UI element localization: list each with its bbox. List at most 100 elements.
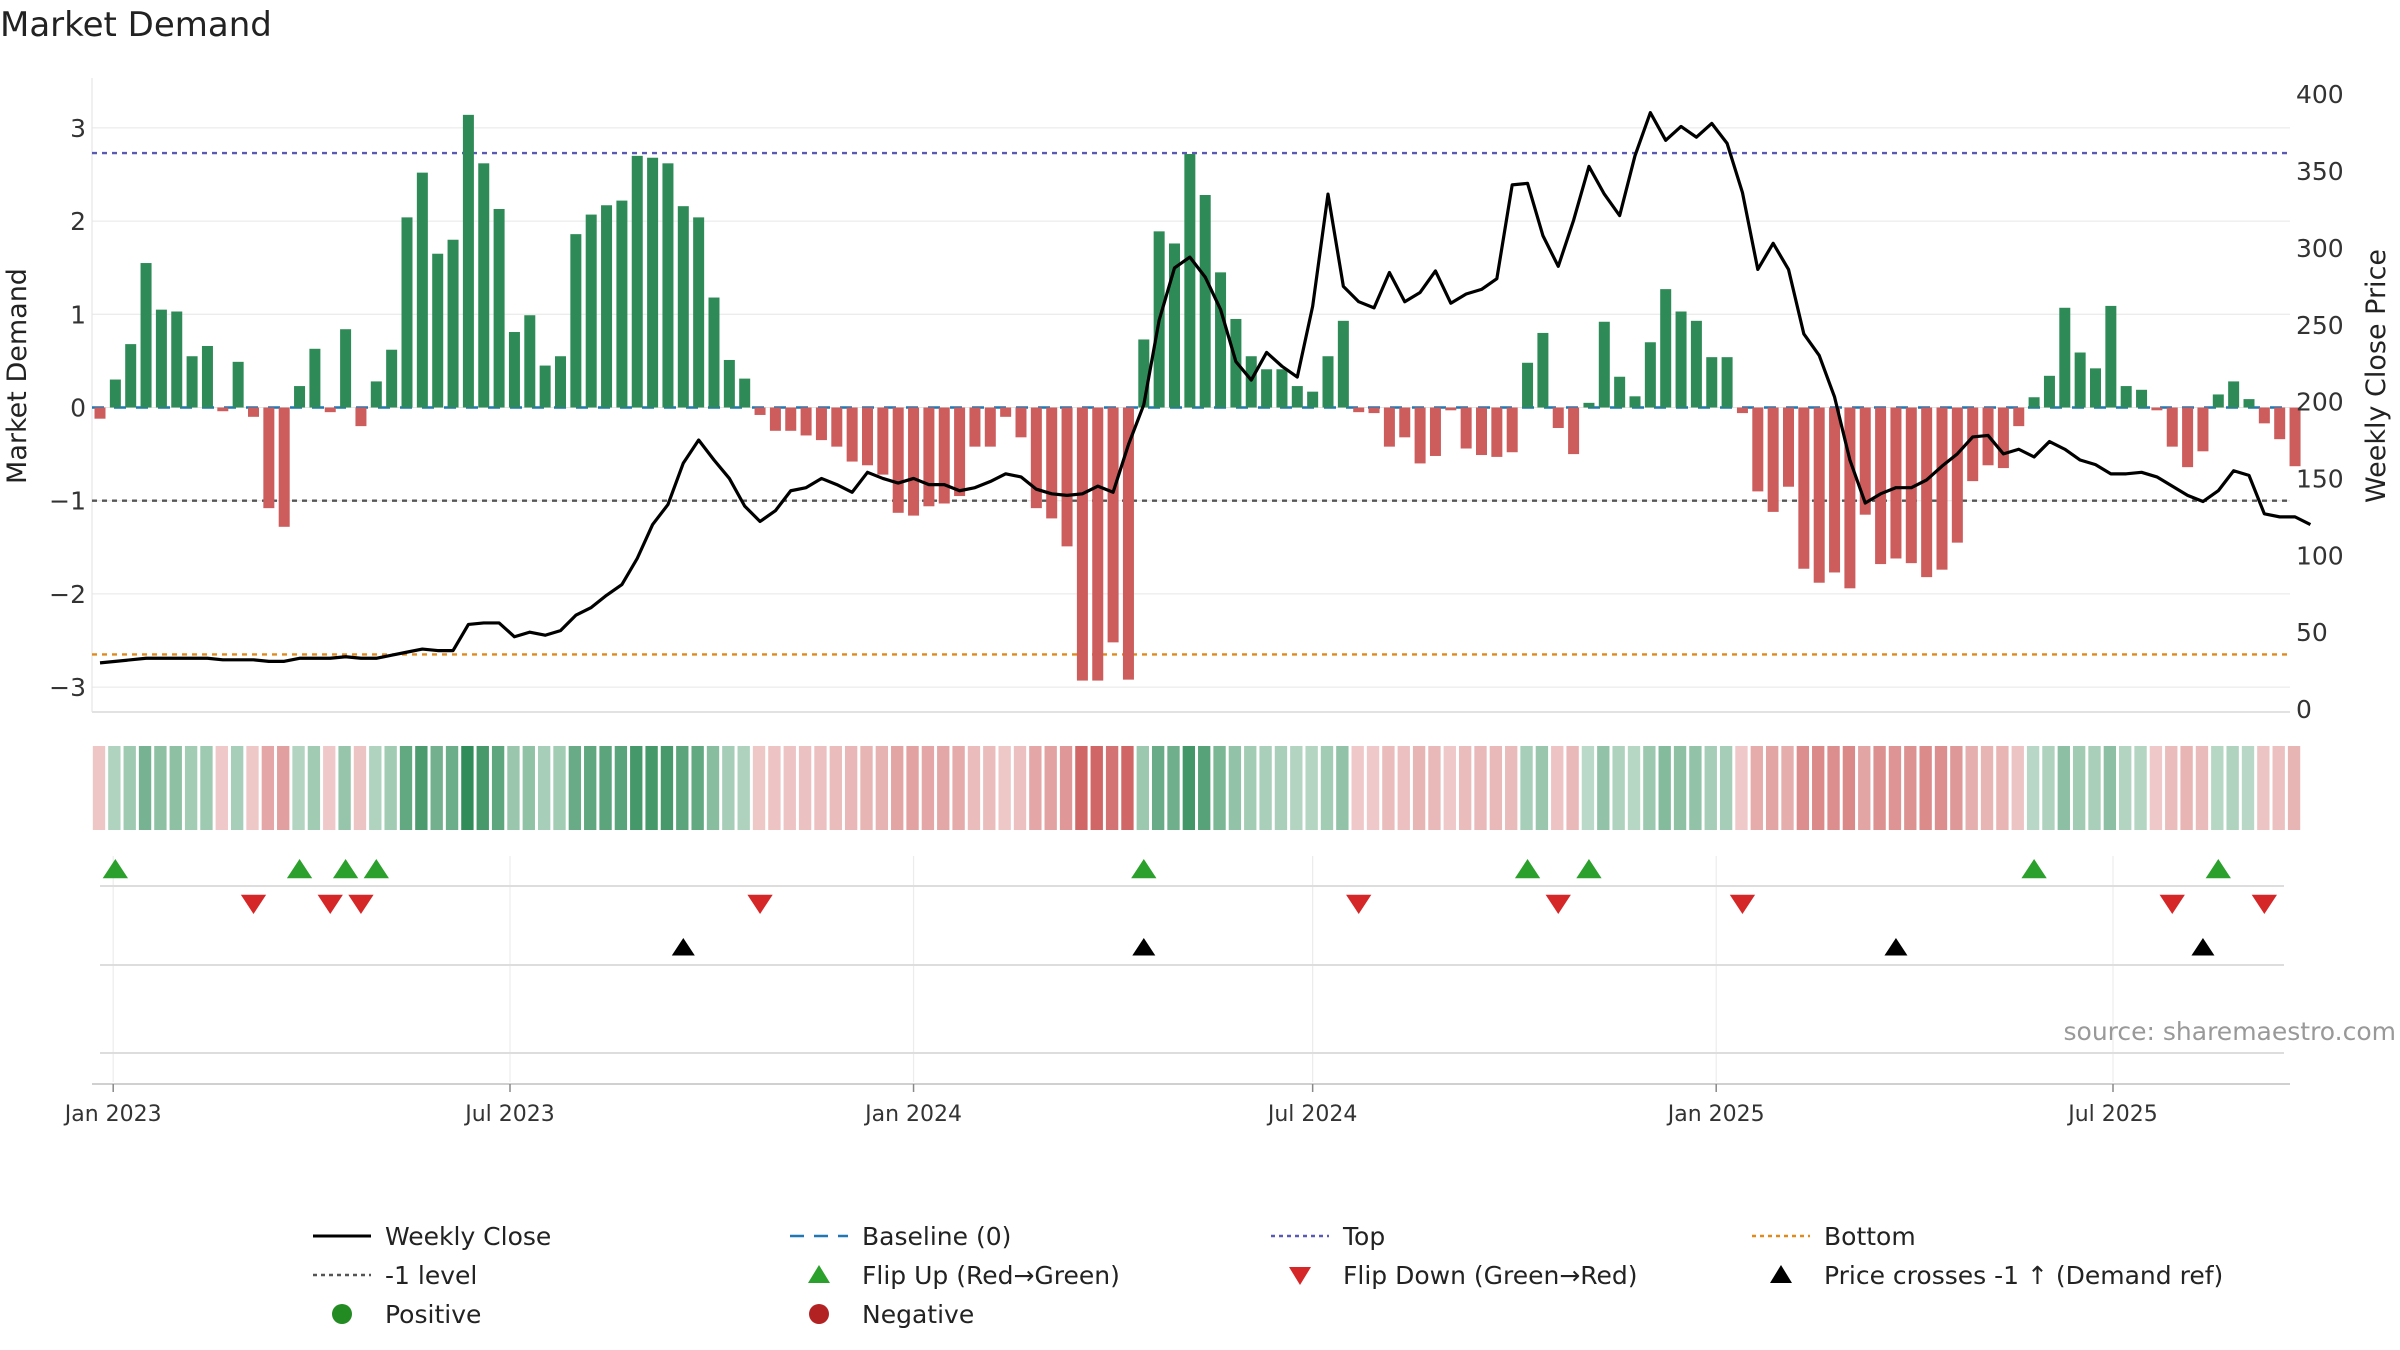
strip-cell bbox=[154, 746, 167, 830]
strip-cell bbox=[1136, 746, 1149, 830]
weekly-close-line bbox=[99, 111, 2312, 665]
demand-bar bbox=[1046, 407, 1058, 519]
demand-bar bbox=[1506, 407, 1518, 453]
demand-bar bbox=[263, 407, 275, 509]
strip-cell bbox=[491, 746, 505, 830]
demand-bar bbox=[2151, 407, 2163, 411]
strip-cell bbox=[1044, 746, 1057, 830]
strip-cell bbox=[353, 746, 367, 830]
demand-bar bbox=[2166, 407, 2178, 447]
strip-cell bbox=[2195, 746, 2209, 830]
left-tick-label: 0 bbox=[70, 394, 86, 423]
demand-bar bbox=[570, 234, 582, 408]
demand-strip bbox=[92, 746, 2301, 830]
strip-cell bbox=[599, 746, 612, 830]
flip-up-marker bbox=[1514, 859, 1541, 879]
strip-cell bbox=[1412, 746, 1426, 830]
demand-bar bbox=[1552, 407, 1564, 429]
strip-cell bbox=[1996, 746, 2009, 830]
demand-bar bbox=[1997, 407, 2009, 469]
strip-cell bbox=[430, 746, 443, 830]
strip-cell bbox=[1965, 746, 1978, 830]
legend-entry: Bottom bbox=[1752, 1222, 1916, 1251]
flip-down-marker bbox=[240, 894, 267, 914]
demand-bar bbox=[1383, 407, 1395, 447]
strip-cell bbox=[921, 746, 935, 830]
strip-cell bbox=[844, 746, 858, 830]
demand-bar bbox=[1015, 407, 1027, 438]
strip-cell bbox=[1904, 746, 1917, 830]
demand-bar bbox=[232, 361, 244, 408]
demand-bar bbox=[2136, 389, 2148, 408]
x-tick-label: Jan 2023 bbox=[63, 1102, 162, 1127]
right-tick-label: 0 bbox=[2296, 695, 2312, 724]
x-tick-label: Jul 2024 bbox=[1266, 1102, 1358, 1127]
demand-bar bbox=[708, 297, 720, 408]
demand-bar bbox=[140, 263, 152, 408]
demand-bar bbox=[1875, 407, 1887, 565]
demand-bar bbox=[2243, 399, 2255, 408]
strip-cell bbox=[2042, 746, 2055, 830]
demand-bar bbox=[462, 114, 474, 408]
demand-bar bbox=[1844, 407, 1856, 589]
demand-bar bbox=[2059, 307, 2071, 408]
demand-bar bbox=[524, 315, 536, 408]
legend-entry: Top bbox=[1271, 1222, 1385, 1251]
demand-bar bbox=[1537, 332, 1549, 408]
strip-cell bbox=[2026, 746, 2040, 830]
strip-cell bbox=[399, 746, 413, 830]
x-tick-label: Jan 2025 bbox=[1666, 1102, 1765, 1127]
strip-cell bbox=[1950, 746, 1963, 830]
demand-bar bbox=[631, 155, 643, 408]
demand-bar bbox=[754, 407, 766, 415]
demand-bars bbox=[94, 114, 2301, 681]
demand-bar bbox=[1583, 402, 1595, 408]
strip-cell bbox=[461, 746, 474, 830]
demand-bar bbox=[1429, 407, 1441, 456]
strip-cell bbox=[1581, 746, 1595, 830]
flip-up-marker bbox=[363, 859, 389, 879]
strip-cell bbox=[1182, 746, 1196, 830]
demand-bar bbox=[616, 200, 628, 408]
demand-bar bbox=[1261, 369, 1273, 408]
signal-markers bbox=[102, 859, 2277, 956]
strip-cell bbox=[1796, 746, 1810, 830]
strip-cell bbox=[2226, 746, 2239, 830]
demand-bar bbox=[1061, 407, 1073, 547]
strip-cell bbox=[2211, 746, 2224, 830]
right-tick-label: 350 bbox=[2296, 157, 2344, 186]
demand-bar bbox=[1092, 407, 1104, 681]
demand-bar bbox=[1353, 407, 1365, 413]
x-tick-label: Jan 2024 bbox=[863, 1102, 962, 1127]
strip-cell bbox=[998, 746, 1011, 830]
legend-entry: Baseline (0) bbox=[790, 1222, 1011, 1251]
demand-bar bbox=[1614, 376, 1626, 408]
demand-bar bbox=[432, 253, 444, 408]
strip-cell bbox=[1290, 746, 1303, 830]
strip-cell bbox=[369, 746, 382, 830]
demand-bar bbox=[1276, 369, 1288, 408]
demand-bar bbox=[201, 345, 213, 408]
demand-bar bbox=[1368, 407, 1380, 414]
strip-cell bbox=[1228, 746, 1242, 830]
strip-cell bbox=[2088, 746, 2101, 830]
strip-cell bbox=[1305, 746, 1318, 830]
demand-bar bbox=[1905, 407, 1917, 564]
strip-cell bbox=[1919, 746, 1932, 830]
legend-label: Baseline (0) bbox=[862, 1222, 1011, 1251]
strip-cell bbox=[1658, 746, 1671, 830]
demand-bar bbox=[2197, 407, 2209, 452]
strip-cell bbox=[630, 746, 643, 830]
strip-cell bbox=[246, 746, 259, 830]
strip-cell bbox=[2134, 746, 2147, 830]
demand-bar bbox=[862, 407, 873, 466]
demand-bar bbox=[324, 407, 336, 413]
flip-down-marker bbox=[2159, 894, 2185, 914]
strip-cell bbox=[1474, 746, 1487, 830]
legend-circle-swatch bbox=[332, 1304, 352, 1324]
demand-bar bbox=[1644, 342, 1656, 408]
strip-cell bbox=[2149, 746, 2163, 830]
strip-cell bbox=[2119, 746, 2132, 830]
strip-cell bbox=[1029, 746, 1042, 830]
